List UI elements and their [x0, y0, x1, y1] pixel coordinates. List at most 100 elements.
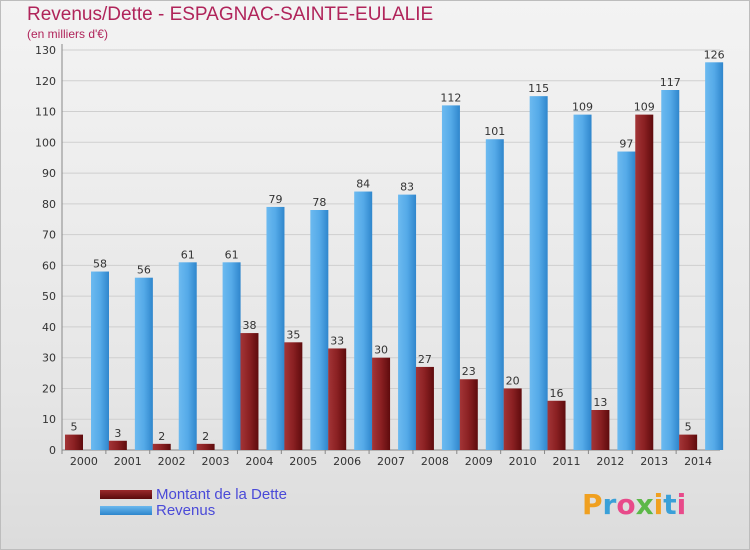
- y-tick-label: 0: [49, 444, 56, 457]
- bar-dette: [152, 443, 171, 450]
- bar-dette: [459, 379, 478, 450]
- logo-letter: i: [676, 488, 687, 521]
- data-label-revenus: 126: [704, 48, 725, 61]
- x-tick-label: 2013: [640, 455, 668, 468]
- logo-letter: t: [663, 488, 677, 521]
- bar-dette: [196, 443, 215, 450]
- bar-revenus: [705, 62, 724, 451]
- data-label-revenus: 79: [268, 193, 282, 206]
- bar-revenus: [617, 151, 636, 451]
- data-label-dette: 16: [550, 387, 564, 400]
- bar-revenus: [441, 105, 460, 450]
- y-tick-label: 70: [42, 229, 56, 242]
- y-tick-label: 50: [42, 290, 56, 303]
- data-label-revenus: 58: [93, 258, 107, 271]
- data-label-revenus: 97: [619, 138, 633, 151]
- bar-dette: [503, 388, 522, 450]
- data-label-revenus: 84: [356, 178, 370, 191]
- y-tick-label: 100: [35, 136, 56, 149]
- y-tick-label: 110: [35, 106, 56, 119]
- data-label-dette: 2: [158, 430, 165, 443]
- x-tick-label: 2009: [465, 455, 493, 468]
- legend-swatch-dette: [100, 489, 152, 499]
- y-tick-label: 40: [42, 321, 56, 334]
- x-tick-label: 2008: [421, 455, 449, 468]
- y-tick-label: 90: [42, 167, 56, 180]
- logo-letter: r: [602, 488, 617, 521]
- proxiti-logo: Proxiti: [582, 488, 686, 521]
- x-tick-label: 2003: [202, 455, 230, 468]
- y-tick-label: 130: [35, 44, 56, 57]
- x-tick-label: 2010: [509, 455, 537, 468]
- y-tick-label: 80: [42, 198, 56, 211]
- x-tick-label: 2004: [245, 455, 273, 468]
- x-tick-label: 2012: [596, 455, 624, 468]
- bar-revenus: [573, 114, 592, 450]
- bar-dette: [328, 348, 347, 450]
- y-tick-label: 30: [42, 352, 56, 365]
- data-label-dette: 27: [418, 353, 432, 366]
- x-tick-label: 2001: [114, 455, 142, 468]
- x-tick-label: 2000: [70, 455, 98, 468]
- bar-revenus: [134, 277, 153, 450]
- bar-dette: [547, 400, 566, 450]
- bar-revenus: [661, 90, 680, 450]
- x-tick-label: 2014: [684, 455, 712, 468]
- bar-dette: [372, 357, 391, 450]
- bar-revenus: [485, 139, 504, 450]
- data-label-dette: 20: [506, 374, 520, 387]
- bar-revenus: [266, 206, 285, 450]
- data-label-dette: 23: [462, 365, 476, 378]
- data-label-dette: 33: [330, 334, 344, 347]
- bar-revenus: [91, 271, 109, 450]
- chart-subtitle: (en milliers d'€): [27, 27, 108, 41]
- bar-dette: [108, 440, 127, 450]
- logo-letter: o: [616, 488, 636, 521]
- data-label-dette: 13: [593, 396, 607, 409]
- data-label-dette: 38: [242, 319, 256, 332]
- legend-item-revenus: Revenus: [100, 501, 216, 519]
- logo-letter: i: [653, 488, 664, 521]
- bar-dette: [415, 366, 434, 450]
- data-label-revenus: 56: [137, 264, 151, 277]
- bar-dette: [679, 434, 698, 450]
- x-tick-label: 2005: [289, 455, 317, 468]
- bar-revenus: [178, 262, 197, 450]
- data-label-dette: 30: [374, 344, 388, 357]
- bar-dette: [240, 333, 259, 450]
- y-tick-label: 120: [35, 75, 56, 88]
- data-label-revenus: 83: [400, 181, 414, 194]
- data-label-dette: 109: [634, 101, 655, 114]
- data-label-revenus: 109: [572, 101, 593, 114]
- legend-item-dette: Montant de la Dette: [100, 485, 287, 503]
- bar-revenus: [310, 210, 329, 450]
- chart-title: Revenus/Dette - ESPAGNAC-SAINTE-EULALIE: [27, 4, 434, 25]
- data-label-revenus: 61: [181, 248, 195, 261]
- data-label-revenus: 115: [528, 82, 549, 95]
- y-tick-label: 60: [42, 259, 56, 272]
- logo-letter: x: [635, 488, 654, 521]
- data-label-revenus: 117: [660, 76, 681, 89]
- x-tick-label: 2006: [333, 455, 361, 468]
- y-tick-label: 10: [42, 413, 56, 426]
- bar-dette: [635, 114, 654, 450]
- data-label-revenus: 61: [225, 248, 239, 261]
- bar-revenus: [529, 96, 548, 451]
- data-label-revenus: 112: [440, 91, 461, 104]
- legend-label-dette: Montant de la Dette: [156, 485, 287, 503]
- bar-dette: [591, 410, 610, 450]
- logo-letter: P: [582, 488, 603, 521]
- data-label-dette: 5: [71, 421, 78, 434]
- bar-revenus: [398, 194, 417, 450]
- bar-revenus: [222, 262, 241, 450]
- y-tick-label: 20: [42, 382, 56, 395]
- x-tick-label: 2007: [377, 455, 405, 468]
- legend-label-revenus: Revenus: [156, 501, 216, 519]
- bar-revenus: [354, 191, 373, 451]
- data-label-dette: 35: [286, 328, 300, 341]
- legend-swatch-revenus: [100, 505, 152, 515]
- data-label-revenus: 101: [484, 125, 505, 138]
- data-label-dette: 3: [114, 427, 121, 440]
- x-tick-label: 2002: [158, 455, 186, 468]
